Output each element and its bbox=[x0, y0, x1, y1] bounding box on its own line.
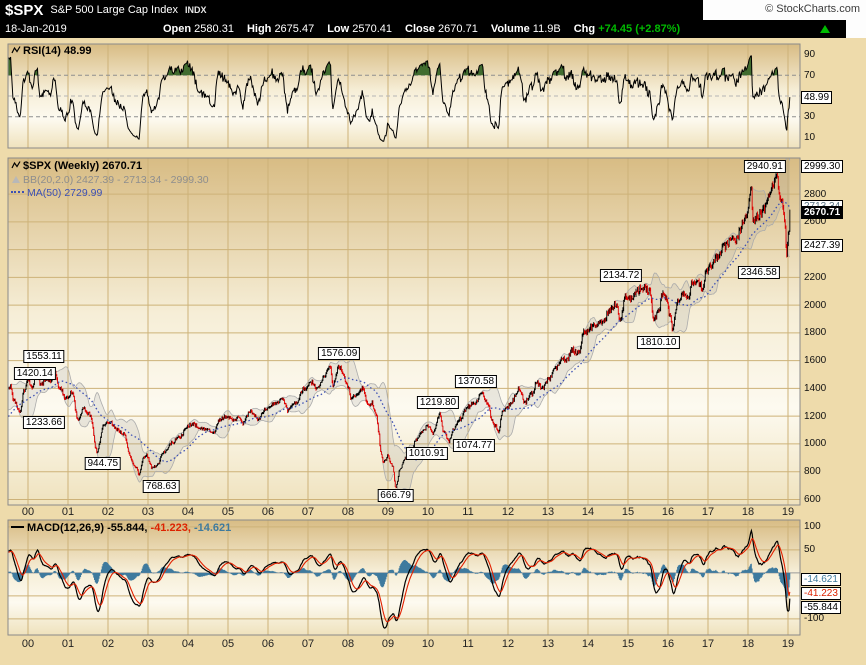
ma50-line bbox=[8, 201, 791, 463]
quote-chg: Chg +74.45 (+2.87%) bbox=[573, 23, 681, 35]
price-panel-border bbox=[7, 157, 801, 506]
rsi-overbought-fill bbox=[413, 60, 431, 76]
copyright-link[interactable]: © StockCharts.com bbox=[765, 3, 860, 15]
rsi-overbought-fill bbox=[721, 68, 725, 76]
price-bars-down bbox=[9, 171, 788, 489]
price-bars-up bbox=[8, 173, 791, 488]
exchange-label: INDX bbox=[184, 5, 207, 15]
quote-high: High 2675.47 bbox=[246, 23, 315, 35]
rsi-overbought-fill bbox=[322, 61, 331, 76]
quote-open: Open 2580.31 bbox=[163, 23, 234, 35]
quote-close: Close 2670.71 bbox=[405, 23, 478, 35]
bollinger-upper-line bbox=[8, 158, 791, 455]
rsi-line bbox=[8, 55, 791, 142]
rsi-panel-border bbox=[7, 43, 801, 149]
macd-signal-line bbox=[8, 537, 791, 623]
macd-panel-border bbox=[7, 519, 801, 636]
rsi-overbought-fill bbox=[167, 60, 193, 76]
rsi-overbought-fill bbox=[34, 68, 38, 76]
quote-volume: Volume 11.9B bbox=[490, 23, 561, 35]
rsi-overbought-fill bbox=[475, 64, 484, 76]
quote-values: Open 2580.31 High 2675.47 Low 2570.41 Close… bbox=[163, 23, 693, 35]
macd-line bbox=[8, 528, 791, 629]
ticker-symbol: $SPX bbox=[5, 1, 44, 19]
rsi-overbought-fill bbox=[552, 69, 557, 76]
quote-date: 18-Jan-2019 bbox=[5, 23, 67, 35]
index-name: S&P 500 Large Cap Index bbox=[50, 4, 178, 16]
quote-low: Low 2570.41 bbox=[327, 23, 393, 35]
header-quote-bar: 18-Jan-2019 Open 2580.31 High 2675.47 Low … bbox=[0, 20, 846, 38]
header-title-bar: $SPX S&P 500 Large Cap Index INDX bbox=[0, 0, 703, 20]
macd-panel-background bbox=[8, 520, 800, 635]
change-up-triangle-icon bbox=[820, 25, 830, 33]
